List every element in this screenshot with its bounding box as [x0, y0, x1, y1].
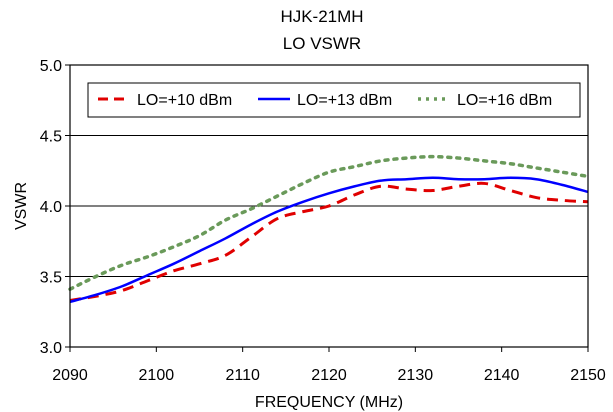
x-tick-label: 2120 — [311, 367, 347, 384]
y-tick-label: 5.0 — [40, 58, 62, 75]
y-tick-label: 3.0 — [40, 340, 62, 357]
x-axis-title: FREQUENCY (MHz) — [255, 394, 403, 411]
legend-label-lo16: LO=+16 dBm — [457, 92, 552, 109]
legend-label-lo13: LO=+13 dBm — [297, 92, 392, 109]
legend: LO=+10 dBm LO=+13 dBm LO=+16 dBm — [87, 82, 581, 118]
series-line-lo10 — [69, 181, 589, 302]
x-tick-label: 2090 — [52, 367, 88, 384]
x-tick-label: 2130 — [398, 367, 434, 384]
x-tick-label: 2110 — [225, 367, 260, 384]
legend-box — [87, 82, 581, 118]
chart-title: HJK-21MH — [280, 7, 363, 26]
legend-label-lo10: LO=+10 dBm — [137, 92, 232, 109]
x-tick-label: 2100 — [139, 367, 175, 384]
x-tick-label: 2150 — [570, 367, 606, 384]
y-tick-label: 3.5 — [40, 270, 62, 287]
chart-subtitle: LO VSWR — [283, 34, 361, 53]
series-layer — [68, 154, 590, 304]
x-tick-label: 2140 — [484, 367, 520, 384]
series-line-lo13 — [69, 176, 589, 304]
y-tick-label: 4.0 — [40, 199, 62, 216]
y-axis-title: VSWR — [13, 182, 30, 230]
y-tick-label: 4.5 — [40, 129, 62, 146]
axis-ticks: 3.0 3.5 4.0 4.5 5.0 2090 2100 2110 2120 2130 2140 2… — [40, 58, 606, 384]
series-line-lo16 — [68, 154, 590, 291]
